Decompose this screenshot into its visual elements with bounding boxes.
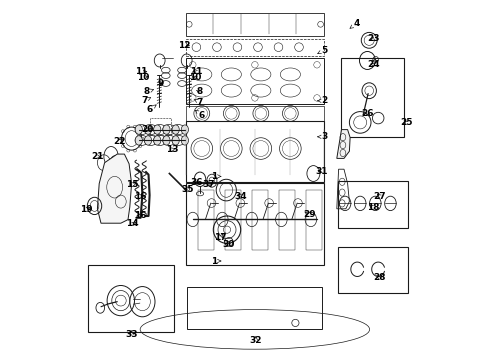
Text: 1: 1 — [211, 172, 221, 181]
Text: 19: 19 — [79, 205, 92, 214]
Ellipse shape — [135, 136, 143, 145]
Ellipse shape — [172, 136, 179, 145]
Bar — [225, 190, 242, 250]
Text: 8: 8 — [144, 87, 153, 96]
Text: 15: 15 — [126, 180, 139, 189]
Bar — [279, 190, 295, 250]
Polygon shape — [337, 130, 350, 158]
Bar — [88, 265, 174, 332]
Text: 10: 10 — [190, 73, 202, 82]
Bar — [252, 190, 269, 250]
Text: 33: 33 — [125, 330, 138, 338]
Text: 13: 13 — [166, 145, 178, 154]
Text: 30: 30 — [222, 240, 235, 248]
Text: 35: 35 — [182, 184, 195, 194]
Bar — [338, 247, 408, 293]
Ellipse shape — [145, 125, 151, 134]
Ellipse shape — [154, 125, 161, 134]
Text: 14: 14 — [126, 219, 139, 228]
Ellipse shape — [163, 125, 170, 134]
Text: 7: 7 — [194, 98, 203, 107]
Text: 20: 20 — [141, 125, 153, 134]
Bar — [186, 121, 324, 182]
Text: 29: 29 — [303, 210, 316, 219]
Text: 17: 17 — [214, 233, 227, 242]
Text: 12: 12 — [177, 40, 190, 49]
Text: 27: 27 — [374, 192, 386, 201]
Text: 6: 6 — [147, 105, 156, 114]
Bar — [186, 58, 324, 104]
Text: 16: 16 — [134, 192, 146, 201]
Text: 6: 6 — [195, 110, 205, 120]
Bar — [187, 287, 322, 329]
Text: 31: 31 — [315, 166, 328, 175]
Bar — [306, 190, 322, 250]
Bar — [186, 106, 324, 121]
Text: 37: 37 — [203, 180, 215, 189]
Ellipse shape — [135, 125, 143, 134]
Text: 21: 21 — [91, 152, 104, 161]
Text: 2: 2 — [318, 96, 327, 105]
Text: 24: 24 — [368, 60, 380, 69]
Ellipse shape — [145, 136, 151, 145]
Bar — [186, 13, 324, 36]
Text: 1: 1 — [211, 256, 221, 265]
Bar — [338, 181, 408, 228]
Text: 7: 7 — [141, 96, 151, 105]
Text: 26: 26 — [361, 109, 374, 118]
Bar — [342, 58, 404, 137]
Text: 4: 4 — [350, 19, 360, 28]
Text: 36: 36 — [190, 178, 203, 187]
Text: 9: 9 — [157, 79, 164, 88]
Text: 11: 11 — [190, 68, 203, 77]
Polygon shape — [98, 154, 132, 223]
Text: 34: 34 — [234, 192, 247, 201]
Ellipse shape — [181, 136, 189, 145]
Text: 22: 22 — [114, 136, 126, 145]
Bar — [186, 183, 324, 265]
Bar — [186, 39, 324, 56]
Text: 18: 18 — [367, 202, 379, 211]
Text: 8: 8 — [196, 87, 202, 96]
Text: 10: 10 — [137, 73, 149, 82]
Bar — [198, 190, 215, 250]
Ellipse shape — [172, 125, 179, 134]
Text: 23: 23 — [368, 34, 380, 43]
Text: 3: 3 — [318, 132, 327, 141]
Ellipse shape — [181, 125, 189, 134]
Text: 32: 32 — [249, 336, 262, 345]
Ellipse shape — [154, 136, 161, 145]
Text: 11: 11 — [135, 68, 147, 77]
Bar — [149, 118, 171, 135]
Text: 28: 28 — [374, 274, 386, 282]
Text: 25: 25 — [400, 118, 413, 127]
Ellipse shape — [163, 136, 170, 145]
Text: 16: 16 — [134, 211, 146, 220]
Text: 5: 5 — [318, 46, 327, 55]
